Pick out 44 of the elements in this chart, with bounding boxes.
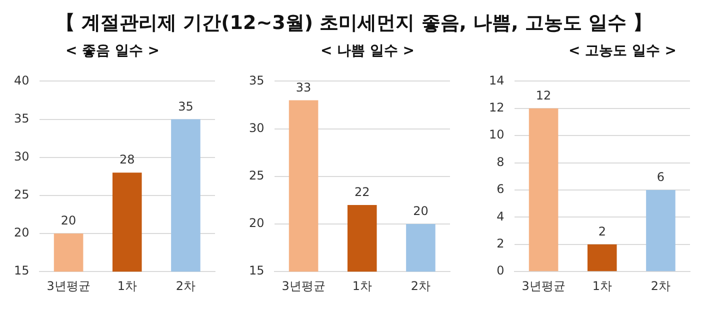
x-tick-label: 2차 bbox=[650, 278, 671, 293]
y-tick-label: 30 bbox=[248, 120, 264, 135]
text: 【 계절관리제 기간(12~3월) 초미세먼지 좋음, 나쁨, 고농도 일수 】 bbox=[54, 11, 654, 36]
data-label: 2 bbox=[598, 224, 606, 239]
y-tick-label: 6 bbox=[496, 182, 504, 196]
bar bbox=[528, 108, 558, 272]
data-label: 6 bbox=[656, 170, 665, 184]
y-tick-label: 15 bbox=[14, 264, 30, 278]
chart-subtitle: < 나쁨 일수 > bbox=[319, 42, 416, 61]
data-label: 33 bbox=[296, 80, 312, 94]
bar bbox=[646, 190, 676, 272]
y-tick-label: 0 bbox=[496, 264, 504, 278]
y-tick-label: 25 bbox=[14, 188, 30, 202]
data-label: 12 bbox=[536, 88, 552, 103]
y-tick-label: 8 bbox=[496, 154, 504, 169]
data-label: 20 bbox=[60, 214, 76, 228]
x-tick-label: 2차 bbox=[410, 278, 431, 293]
y-tick-label: 2 bbox=[496, 236, 504, 251]
data-label: 28 bbox=[119, 152, 135, 167]
chart-subtitle: < 좋음 일수 > bbox=[64, 42, 161, 61]
y-tick-label: 35 bbox=[248, 73, 264, 88]
y-tick-label: 20 bbox=[248, 216, 264, 230]
data-label: 22 bbox=[354, 185, 370, 200]
data-label: 20 bbox=[413, 204, 428, 218]
x-tick-label: 3년평균 bbox=[522, 278, 566, 293]
x-tick-label: 2차 bbox=[176, 278, 196, 293]
y-tick-label: 35 bbox=[14, 111, 30, 126]
x-tick-label: 1차 bbox=[117, 278, 137, 293]
y-tick-label: 40 bbox=[14, 73, 30, 88]
data-label: 35 bbox=[178, 99, 194, 114]
x-tick-label: 3년평균 bbox=[46, 278, 90, 293]
y-tick-label: 10 bbox=[488, 128, 504, 142]
y-tick-label: 4 bbox=[496, 209, 504, 224]
x-tick-label: 1차 bbox=[592, 278, 612, 293]
bar bbox=[587, 244, 617, 272]
y-tick-label: 30 bbox=[14, 149, 30, 164]
x-tick-label: 1차 bbox=[352, 278, 372, 293]
y-tick-label: 15 bbox=[248, 264, 264, 278]
y-tick-label: 14 bbox=[488, 73, 504, 88]
x-tick-label: 3년평균 bbox=[282, 278, 326, 293]
y-tick-label: 20 bbox=[14, 226, 30, 240]
chart-subtitle: < 고농도 일수 > bbox=[567, 42, 678, 61]
y-tick-label: 25 bbox=[248, 168, 264, 183]
y-tick-label: 12 bbox=[488, 100, 504, 115]
